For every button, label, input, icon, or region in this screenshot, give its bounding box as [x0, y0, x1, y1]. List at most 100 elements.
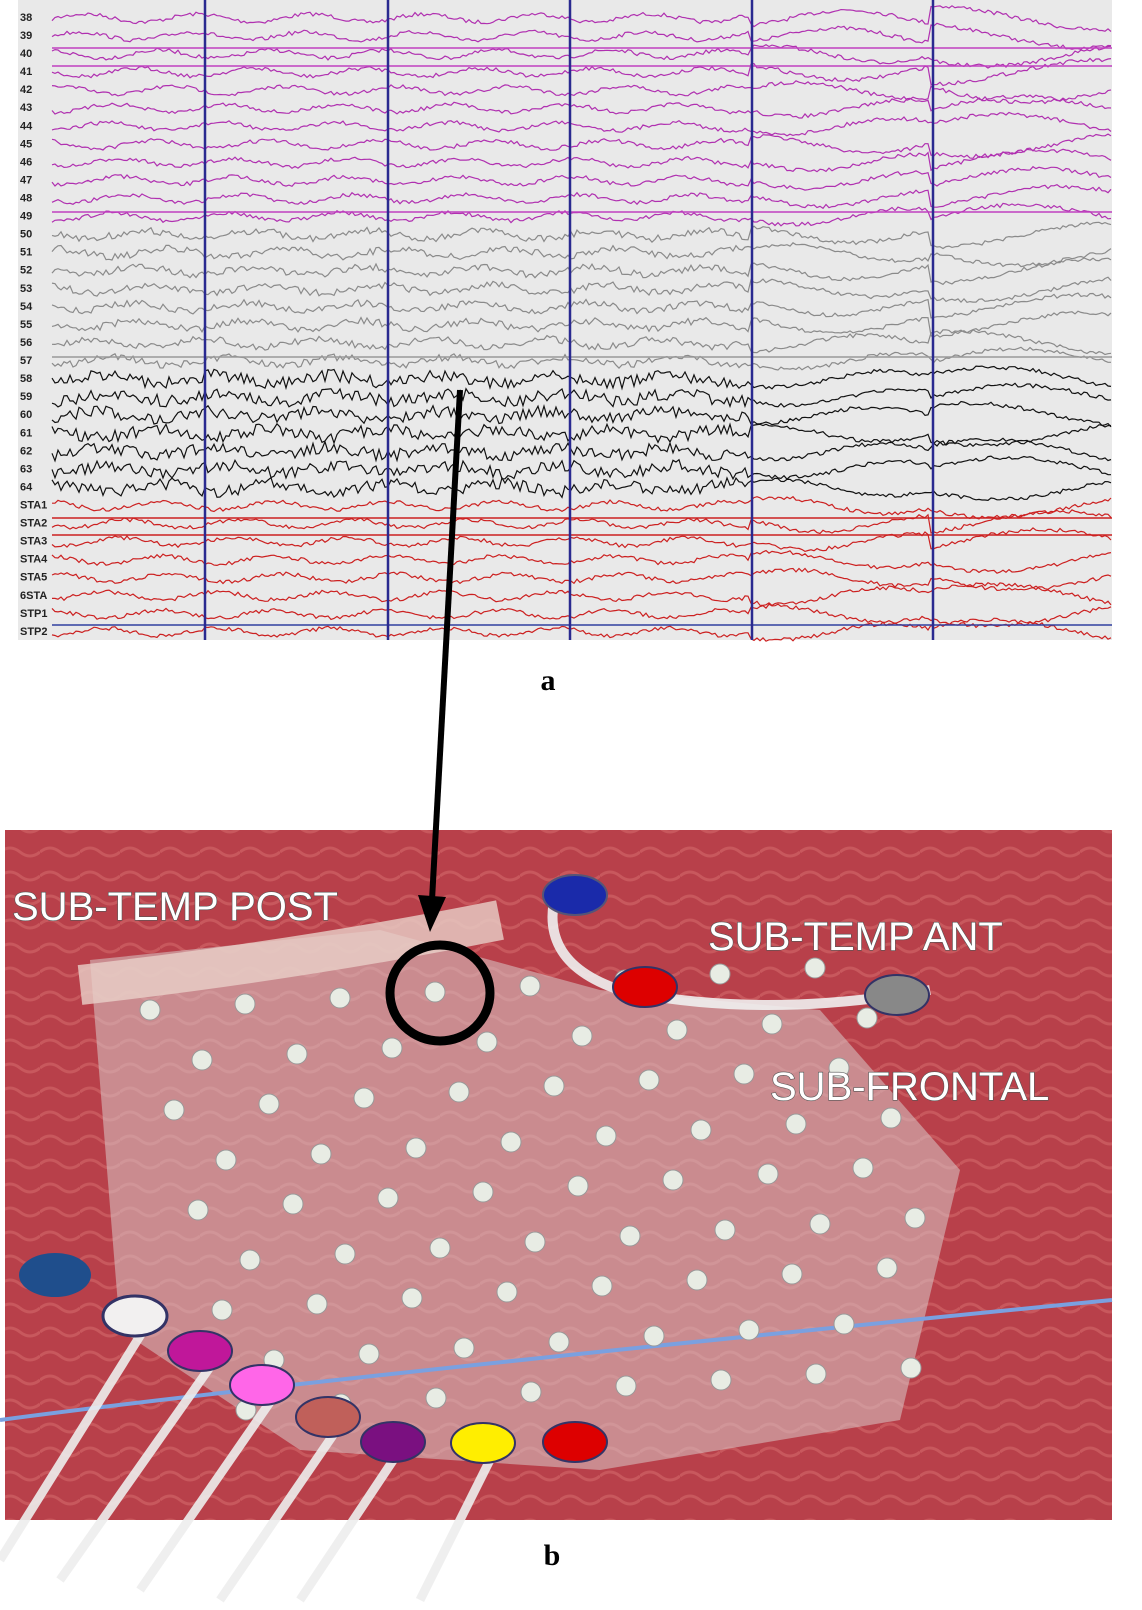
electrode [686, 1269, 708, 1291]
electrode [405, 1137, 427, 1159]
channel-labels: 38 39 40 41 42 43 44 45 46 47 48 49 50 51 52 53 54 55 56 57… [20, 12, 48, 638]
electrode [215, 1149, 237, 1171]
electrode [804, 957, 826, 979]
electrode [591, 1275, 613, 1297]
eeg-trace [52, 495, 1112, 520]
electrode [643, 1325, 665, 1347]
channel-label: 42 [20, 84, 32, 96]
channel-label: 62 [20, 445, 32, 457]
channel-label: 51 [20, 247, 32, 259]
channel-label: STA2 [20, 518, 47, 530]
arrow [429, 389, 463, 901]
electrode [809, 1213, 831, 1235]
eeg-trace [51, 257, 1112, 286]
eeg-trace [51, 184, 1112, 210]
channel-label: 53 [20, 283, 32, 295]
electrode [381, 1037, 403, 1059]
eeg-trace [51, 80, 1112, 105]
eeg-trace [52, 581, 1112, 607]
electrode [548, 1331, 570, 1353]
eeg-trace [51, 509, 1112, 535]
eeg-trace [51, 165, 1112, 191]
electrode [334, 1243, 356, 1265]
electrode [876, 1257, 898, 1279]
electrode [353, 1087, 375, 1109]
cable [136, 1392, 279, 1593]
channel-label: 49 [20, 211, 32, 223]
channel-label: 41 [20, 66, 32, 78]
electrode [472, 1181, 494, 1203]
electrode [880, 1107, 902, 1129]
eeg-trace [51, 221, 1112, 250]
electrode [833, 1313, 855, 1335]
annotation: SUB-TEMP ANT [708, 915, 1003, 959]
electrode [567, 1175, 589, 1197]
channel-label: 45 [20, 138, 32, 150]
channel-label: 43 [20, 102, 32, 114]
channel-label: STA4 [20, 554, 48, 566]
electrode [738, 1319, 760, 1341]
electrode [425, 1387, 447, 1409]
electrode [520, 1381, 542, 1403]
electrode [757, 1163, 779, 1185]
electrode [615, 1375, 637, 1397]
time-markers [203, 0, 935, 640]
electrode [785, 1113, 807, 1135]
eeg-trace [51, 346, 1111, 371]
electrode [709, 963, 731, 985]
electrode [286, 1043, 308, 1065]
electrode [733, 1063, 755, 1085]
channel-label: STP1 [20, 608, 48, 620]
electrode [306, 1293, 328, 1315]
channel-label: 63 [20, 463, 32, 475]
electrode [476, 1031, 498, 1053]
electrode [619, 1225, 641, 1247]
eeg-trace [51, 549, 1112, 574]
eeg-trace [51, 5, 1112, 32]
channel-label: 60 [20, 409, 32, 421]
electrode [258, 1093, 280, 1115]
electrode [448, 1081, 470, 1103]
channel-label: 64 [20, 481, 33, 493]
electrode [377, 1187, 399, 1209]
electrode [595, 1125, 617, 1147]
eeg-trace [51, 57, 1112, 87]
surgical-photo [0, 830, 1113, 1603]
electrode [805, 1363, 827, 1385]
eeg-trace [51, 133, 1112, 159]
electrode [358, 1343, 380, 1365]
channel-label: 52 [20, 265, 32, 277]
channel-label: STA5 [20, 572, 47, 584]
electrode [234, 993, 256, 1015]
electrode [424, 981, 446, 1003]
electrode [310, 1143, 332, 1165]
electrode [710, 1369, 732, 1391]
channel-label: 44 [20, 120, 33, 132]
channel-label: 47 [20, 174, 32, 186]
panel-label: a [541, 664, 556, 697]
channel-label: 48 [20, 192, 32, 204]
cable [216, 1422, 344, 1603]
channel-label: 55 [20, 319, 32, 331]
panel-label: b [544, 1539, 561, 1572]
channel-label: STA3 [20, 536, 47, 548]
electrode [524, 1231, 546, 1253]
electrode [191, 1049, 213, 1071]
electrode [714, 1219, 736, 1241]
channel-label: 59 [20, 391, 32, 403]
electrode [329, 987, 351, 1009]
annotation: SUB-FRONTAL [770, 1065, 1049, 1109]
eeg-trace [51, 22, 1112, 51]
channel-label: 61 [20, 427, 32, 439]
electrode [496, 1281, 518, 1303]
cable [415, 1457, 495, 1603]
eeg-trace [51, 527, 1112, 553]
electrode [401, 1287, 423, 1309]
electrode [900, 1357, 922, 1379]
electrode [904, 1207, 926, 1229]
channel-label: STP2 [20, 626, 48, 638]
channel-label: 56 [20, 337, 32, 349]
eeg-trace [51, 94, 1112, 119]
electrode [453, 1337, 475, 1359]
channel-label: 40 [20, 48, 32, 60]
